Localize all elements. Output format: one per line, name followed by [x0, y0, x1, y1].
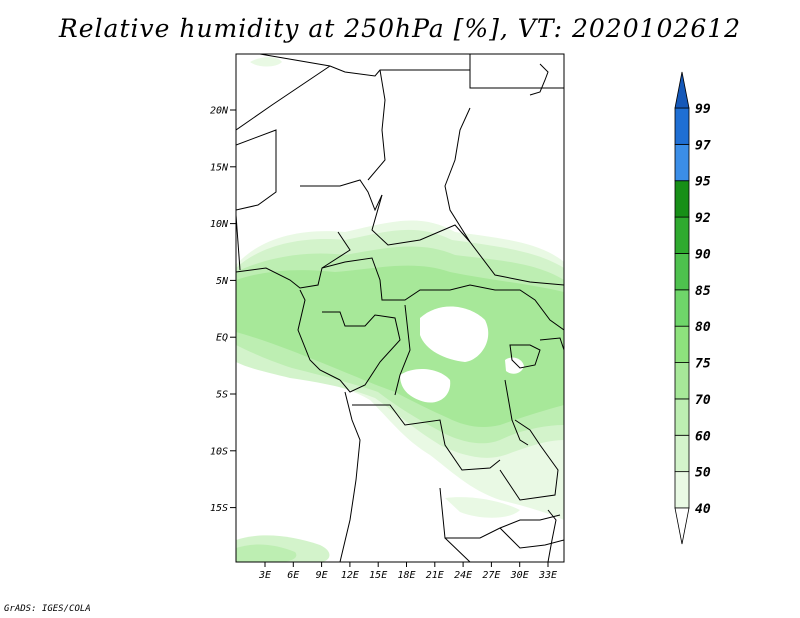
lon-tick-label: 21E	[426, 570, 444, 581]
humidity-southwest-core	[236, 544, 297, 562]
dry-hole-small	[505, 357, 524, 374]
colorbar-box	[674, 180, 690, 218]
colorbar-label: 80	[695, 320, 711, 335]
lon-tick-label: 9E	[316, 570, 328, 581]
colorbar-box	[674, 471, 690, 509]
humidity-band-75	[236, 265, 564, 428]
colorbar: 40 50 60 70 75 80 85 90 92 95 97 99	[674, 71, 711, 545]
lat-tick-label: EQ	[216, 333, 228, 344]
map-frame	[235, 53, 565, 563]
lat-tick-label: 10S	[210, 446, 228, 457]
colorbar-box	[674, 216, 690, 254]
lon-tick-label: 3E	[258, 570, 271, 581]
lat-tick-label: 5S	[216, 390, 228, 401]
colorbar-label: 92	[695, 211, 711, 226]
country-borders	[236, 54, 564, 562]
lat-tick-label: 10N	[210, 219, 229, 230]
dry-hole-north	[420, 306, 489, 362]
lat-tick-label: 15S	[210, 503, 228, 514]
colorbar-label: 95	[695, 175, 711, 190]
lon-tick-label: 15E	[369, 570, 387, 581]
lon-tick-label: 30E	[510, 570, 529, 581]
lon-tick-label: 18E	[397, 570, 415, 581]
lon-tick-label: 33E	[538, 570, 557, 581]
colorbar-bottom-arrow	[674, 507, 690, 545]
lon-tick-label: 6E	[287, 570, 299, 581]
colorbar-box	[674, 143, 690, 182]
colorbar-label: 90	[695, 247, 711, 262]
lon-tick-label: 24E	[454, 570, 472, 581]
colorbar-label: 99	[695, 102, 711, 117]
colorbar-label: 40	[695, 502, 711, 517]
colorbar-label: 85	[695, 284, 711, 299]
colorbar-label: 60	[695, 429, 711, 444]
humidity-field	[236, 57, 564, 562]
lat-tick-label: 15N	[210, 162, 229, 173]
lon-tick-label: 27E	[482, 570, 500, 581]
dry-hole-center	[400, 368, 451, 403]
colorbar-label: 70	[695, 393, 711, 408]
humidity-patch-north	[250, 57, 282, 67]
colorbar-label: 50	[695, 466, 711, 481]
colorbar-label: 97	[695, 138, 711, 153]
grads-credit: GrADS: IGES/COLA	[4, 604, 91, 614]
colorbar-box	[674, 325, 690, 363]
colorbar-box	[674, 289, 690, 327]
lon-tick-label: 12E	[341, 570, 359, 581]
lat-tick-label: 20N	[210, 106, 229, 117]
longitude-axis: 3E 6E 9E 12E 15E 18E 21E 24E 27E 30E 33E	[258, 562, 557, 581]
colorbar-box	[674, 362, 690, 400]
colorbar-box	[674, 398, 690, 436]
latitude-axis: 20N 15N 10N 5N EQ 5S 10S 15S	[210, 106, 236, 514]
colorbar-label: 75	[695, 357, 711, 372]
colorbar-box	[674, 434, 690, 473]
humidity-patch-south	[445, 497, 520, 518]
lat-tick-label: 5N	[216, 276, 229, 287]
colorbar-top-arrow	[674, 71, 690, 109]
colorbar-box	[674, 107, 690, 145]
chart-title: Relative humidity at 250hPa [%], VT: 202…	[58, 14, 742, 43]
colorbar-box	[674, 253, 690, 291]
